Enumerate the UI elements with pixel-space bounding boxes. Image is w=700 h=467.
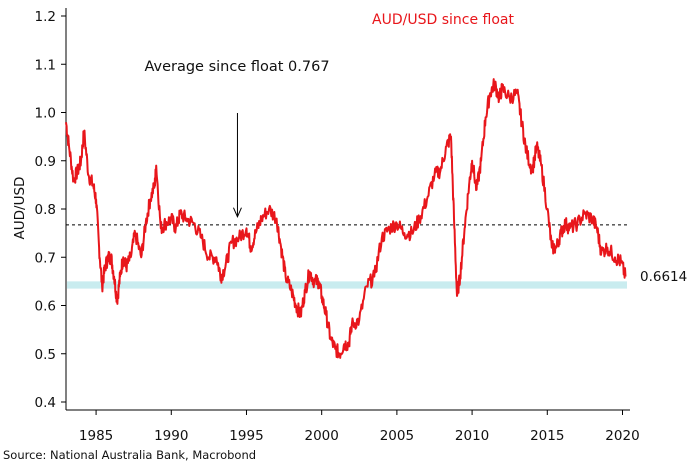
y-tick-label: 1.2	[35, 9, 56, 25]
y-tick-label: 1.0	[35, 106, 56, 122]
last-value-label: 0.6614	[640, 269, 687, 285]
x-tick-label: 2020	[605, 428, 639, 444]
y-axis-label: AUD/USD	[12, 177, 28, 240]
annotation-arrowhead	[233, 207, 242, 218]
x-tick-label: 1990	[154, 428, 188, 444]
x-tick-label: 2010	[455, 428, 489, 444]
target-band	[67, 281, 627, 289]
x-tick-label: 2005	[380, 428, 414, 444]
average-annotation: Average since float 0.767	[144, 59, 329, 75]
y-tick-label: 0.5	[35, 347, 56, 363]
y-tick-label: 0.6	[35, 299, 56, 315]
x-tick-label: 2000	[305, 428, 339, 444]
x-tick-label: 1995	[229, 428, 263, 444]
y-tick-label: 0.8	[35, 202, 56, 218]
x-tick-label: 2015	[530, 428, 564, 444]
y-tick-label: 0.4	[35, 395, 56, 411]
x-tick-label: 1985	[79, 428, 113, 444]
chart-title: AUD/USD since float	[372, 12, 514, 28]
y-tick-label: 0.9	[35, 154, 56, 170]
y-tick-label: 0.7	[35, 250, 56, 266]
aud-usd-series-line	[65, 78, 627, 359]
source-note: Source: National Australia Bank, Macrobo…	[3, 448, 257, 462]
y-tick-label: 1.1	[35, 57, 56, 73]
